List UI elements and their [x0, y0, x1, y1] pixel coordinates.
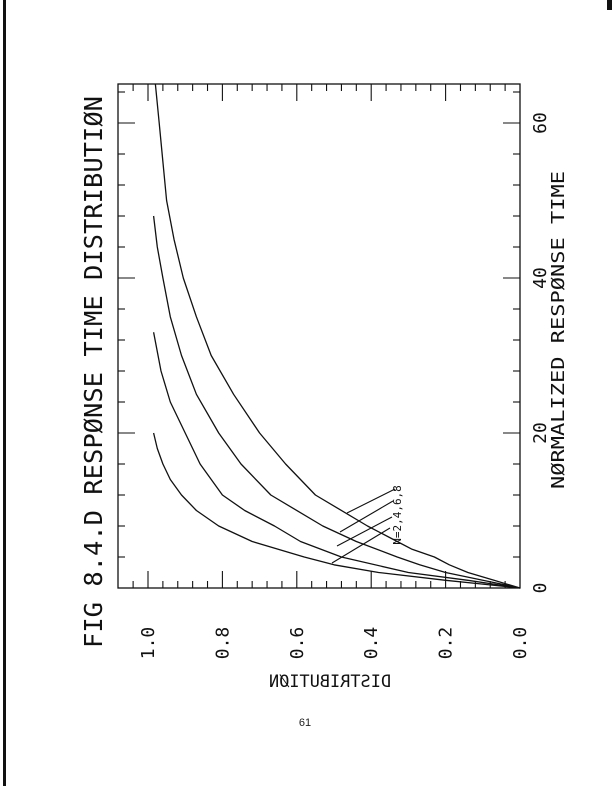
tick-labels: 0 20 40 60 0.0 0.2 0.4 0.6 0.8 1.0 [138, 112, 551, 659]
series-line-n8 [154, 84, 521, 589]
chart-title: FIG 8.4.D RESPØNSE TIME DISTRIBUTIØN [79, 96, 108, 648]
annotation-leader-line [339, 500, 394, 533]
y-tick-label: 0.0 [510, 627, 531, 660]
y-tick-label: 1.0 [138, 627, 159, 660]
curves [152, 84, 521, 589]
x-tick-label: 40 [530, 267, 551, 289]
annotation-leader-line [331, 527, 391, 564]
series-line-n6 [152, 215, 521, 589]
x-tick-label: 20 [530, 422, 551, 444]
plot-frame [117, 83, 521, 589]
scan-border-left [3, 0, 6, 786]
y-tick-label: 0.4 [361, 627, 382, 660]
x-tick-label: 0 [530, 583, 551, 594]
scan-mark [607, 0, 612, 10]
y-tick-label: 0.2 [436, 627, 457, 660]
page-number: 61 [299, 717, 311, 729]
y-tick-label: 0.8 [212, 627, 233, 660]
y-tick-label: 0.6 [287, 627, 308, 660]
x-tick-label: 60 [530, 112, 551, 134]
y-axis-label: DISTRIBUTIØN [269, 672, 391, 692]
series-annotation: N=2,4,6,8 [391, 485, 404, 545]
series-line-n2 [152, 432, 521, 589]
annotation-leader-line [336, 516, 393, 547]
annotation-leader-line [346, 488, 396, 514]
ticks [118, 84, 520, 588]
x-axis-label: NØRMALIZED RESPØNSE TIME [548, 171, 569, 489]
series-line-n4 [152, 332, 521, 589]
annotation-leaders [331, 488, 396, 564]
